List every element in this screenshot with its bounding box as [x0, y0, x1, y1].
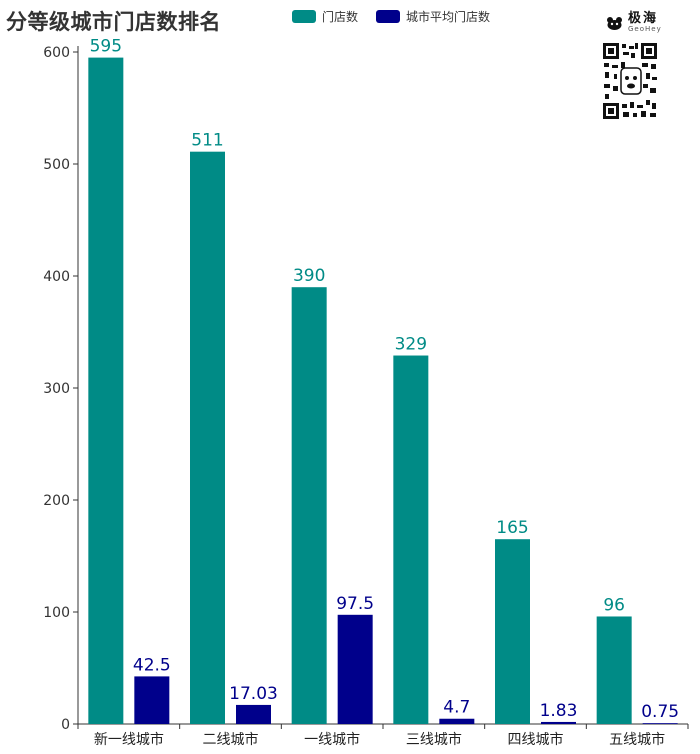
- brand-logo: 极海 GeoHey: [606, 12, 662, 33]
- bar-avg: [642, 723, 678, 724]
- x-axis: 新一线城市 二线城市 一线城市 三线城市 四线城市 五线城市: [77, 723, 689, 748]
- legend-label-stores: 门店数: [322, 10, 359, 24]
- bar-stores: [88, 57, 124, 725]
- bar-avg: [439, 718, 475, 724]
- bar-stores: [393, 355, 429, 724]
- bar-avg: [134, 676, 170, 724]
- data-label-stores: 511: [191, 131, 223, 151]
- legend-item-stores[interactable]: 门店数: [292, 8, 358, 25]
- legend: 门店数 城市平均门店数: [292, 8, 490, 25]
- bar-avg: [337, 614, 373, 724]
- bar-avg: [541, 721, 576, 724]
- y-tick-label: 100: [43, 605, 70, 621]
- brand-name: 极海: [628, 11, 659, 26]
- bar-avg: [236, 704, 271, 724]
- bar-stores: [190, 151, 225, 724]
- data-label-stores: 96: [603, 595, 625, 615]
- data-label-stores: 595: [90, 37, 122, 57]
- x-tick-label: 五线城市: [609, 731, 665, 748]
- x-tick-label: 三线城市: [406, 731, 462, 748]
- qr-code-icon: [602, 42, 658, 120]
- y-axis: 0 100 200 300 400 500 600: [43, 45, 79, 733]
- brand-sub: GeoHey: [628, 25, 662, 33]
- data-label-avg: 42.5: [133, 655, 171, 675]
- data-label-avg: 4.7: [443, 698, 470, 718]
- bars: 595 511 390 329 165 96 42.5 17.03 97.5 4.7 1.83 0.7…: [88, 37, 679, 725]
- data-label-avg: 97.5: [336, 594, 374, 614]
- legend-item-avg[interactable]: 城市平均门店数: [376, 8, 490, 25]
- x-tick-label: 二线城市: [203, 731, 259, 748]
- x-tick-label: 一线城市: [304, 731, 360, 748]
- x-tick-label: 新一线城市: [94, 731, 164, 748]
- y-tick-label: 300: [43, 381, 70, 397]
- data-label-stores: 165: [496, 518, 528, 538]
- data-label-stores: 390: [293, 266, 325, 286]
- y-tick-label: 200: [43, 493, 70, 509]
- y-tick-label: 400: [43, 269, 70, 285]
- legend-swatch-stores: [292, 10, 316, 23]
- legend-swatch-avg: [376, 10, 401, 23]
- data-label-avg: 0.75: [641, 702, 679, 722]
- x-tick-label: 四线城市: [508, 731, 564, 748]
- y-tick-label: 0: [61, 717, 70, 733]
- y-tick-label: 500: [43, 157, 70, 173]
- y-tick-label: 600: [43, 45, 70, 61]
- data-label-avg: 1.83: [540, 701, 578, 721]
- bar-stores: [495, 539, 530, 724]
- data-label-avg: 17.03: [229, 684, 278, 704]
- legend-label-avg: 城市平均门店数: [406, 10, 491, 24]
- chart-title: 分等级城市门店数排名: [6, 10, 221, 34]
- bear-logo-icon: [607, 16, 622, 30]
- data-label-stores: 329: [395, 335, 427, 355]
- bar-stores: [291, 287, 327, 724]
- bar-stores: [596, 616, 632, 724]
